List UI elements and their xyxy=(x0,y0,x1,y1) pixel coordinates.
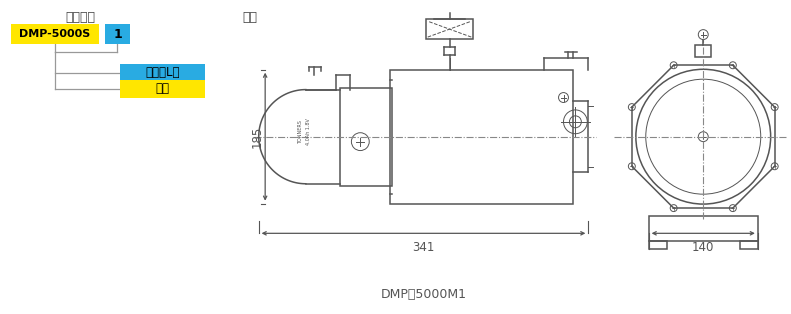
Text: 1: 1 xyxy=(113,28,122,41)
Bar xyxy=(340,88,392,186)
Text: 尺寸: 尺寸 xyxy=(242,11,257,24)
Bar xyxy=(695,46,711,57)
Text: TONNERS: TONNERS xyxy=(298,120,303,144)
Bar xyxy=(649,216,758,241)
Bar xyxy=(120,64,205,82)
Text: DMP-5000S: DMP-5000S xyxy=(20,29,91,39)
Text: DMP－5000M1: DMP－5000M1 xyxy=(380,288,467,301)
Bar xyxy=(740,241,758,249)
Bar xyxy=(649,241,667,249)
Bar xyxy=(120,80,205,98)
Bar xyxy=(426,19,473,39)
Text: 185: 185 xyxy=(251,126,263,148)
Bar xyxy=(11,24,99,44)
Text: 341: 341 xyxy=(412,241,435,254)
Text: 140: 140 xyxy=(692,241,714,254)
Text: 4.0Ah 1.8V: 4.0Ah 1.8V xyxy=(306,118,312,145)
Bar xyxy=(104,24,131,44)
Text: 型号说明: 型号说明 xyxy=(65,11,95,24)
Bar xyxy=(390,70,573,203)
Text: 型号: 型号 xyxy=(156,82,169,95)
Text: 油箱（L）: 油箱（L） xyxy=(146,66,180,79)
